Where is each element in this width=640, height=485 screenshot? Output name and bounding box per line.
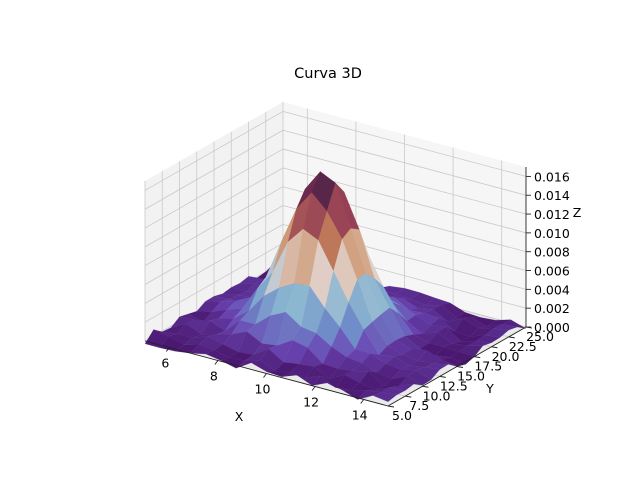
- y-tick-label: 20.0: [492, 349, 520, 364]
- z-tick-label: 0.006: [534, 264, 570, 279]
- y-axis-label: Y: [485, 381, 494, 396]
- y-tick-label: 7.5: [409, 398, 429, 413]
- x-tick-label: 8: [210, 369, 218, 384]
- x-tick-mark: [165, 347, 170, 352]
- z-grid-left: [144, 205, 284, 285]
- y-tick-label: 10.0: [423, 388, 451, 403]
- z-grid-left: [144, 186, 284, 267]
- z-grid-back: [282, 129, 527, 196]
- z-grid-back: [282, 148, 527, 215]
- z-grid-left: [144, 242, 284, 323]
- y-tick-label: 15.0: [457, 369, 485, 384]
- y-tick-label: 5.0: [392, 408, 412, 423]
- y-tick-label: 22.5: [509, 339, 537, 354]
- y-tick-mark: [439, 375, 446, 378]
- x-tick-mark: [263, 373, 267, 378]
- z-grid-left: [144, 224, 284, 304]
- surface-mesh: [144, 171, 527, 402]
- x-axis-label: X: [235, 409, 244, 424]
- y-tick-mark: [508, 336, 515, 339]
- y-tick-mark: [405, 395, 412, 398]
- z-grid-left: [144, 167, 284, 248]
- y-tick-mark: [456, 366, 464, 368]
- z-tick-label: 0.004: [534, 282, 570, 297]
- z-grid-left: [144, 111, 284, 191]
- z-grid-left: [144, 148, 284, 229]
- y-tick-label: 25.0: [526, 329, 554, 344]
- x-tick-label: 14: [352, 408, 368, 423]
- x-tick-mark: [311, 386, 316, 391]
- z-tick-label: 0.014: [534, 188, 570, 203]
- y-tick-mark: [387, 405, 395, 408]
- y-tick-mark: [422, 385, 429, 388]
- z-tick-label: 0.000: [534, 320, 570, 335]
- z-tick-label: 0.016: [534, 169, 570, 184]
- y-tick-label: 12.5: [440, 378, 468, 393]
- x-tick-label: 12: [303, 395, 319, 410]
- surface-face: [372, 392, 397, 402]
- y-tick-mark: [491, 346, 498, 349]
- x-tick-mark: [214, 360, 219, 365]
- x-tick-label: 6: [161, 356, 169, 371]
- y-tick-label: 17.5: [474, 359, 502, 374]
- axes: 6 8 10 12 14 5.07.510.012.515.017.520.022.525…: [144, 167, 570, 423]
- x-tick-mark: [360, 399, 365, 404]
- z-tick-label: 0.002: [534, 301, 570, 316]
- y-tick-mark: [474, 356, 481, 359]
- z-grid-back: [282, 111, 527, 177]
- chart-title: Curva 3D: [294, 66, 362, 82]
- x-tick-label: 10: [255, 382, 271, 397]
- z-tick-label: 0.010: [534, 226, 570, 241]
- z-tick-label: 0.012: [534, 207, 570, 222]
- z-tick-label: 0.008: [534, 245, 570, 260]
- z-axis-label: Z: [573, 205, 582, 220]
- z-grid-left: [144, 129, 284, 210]
